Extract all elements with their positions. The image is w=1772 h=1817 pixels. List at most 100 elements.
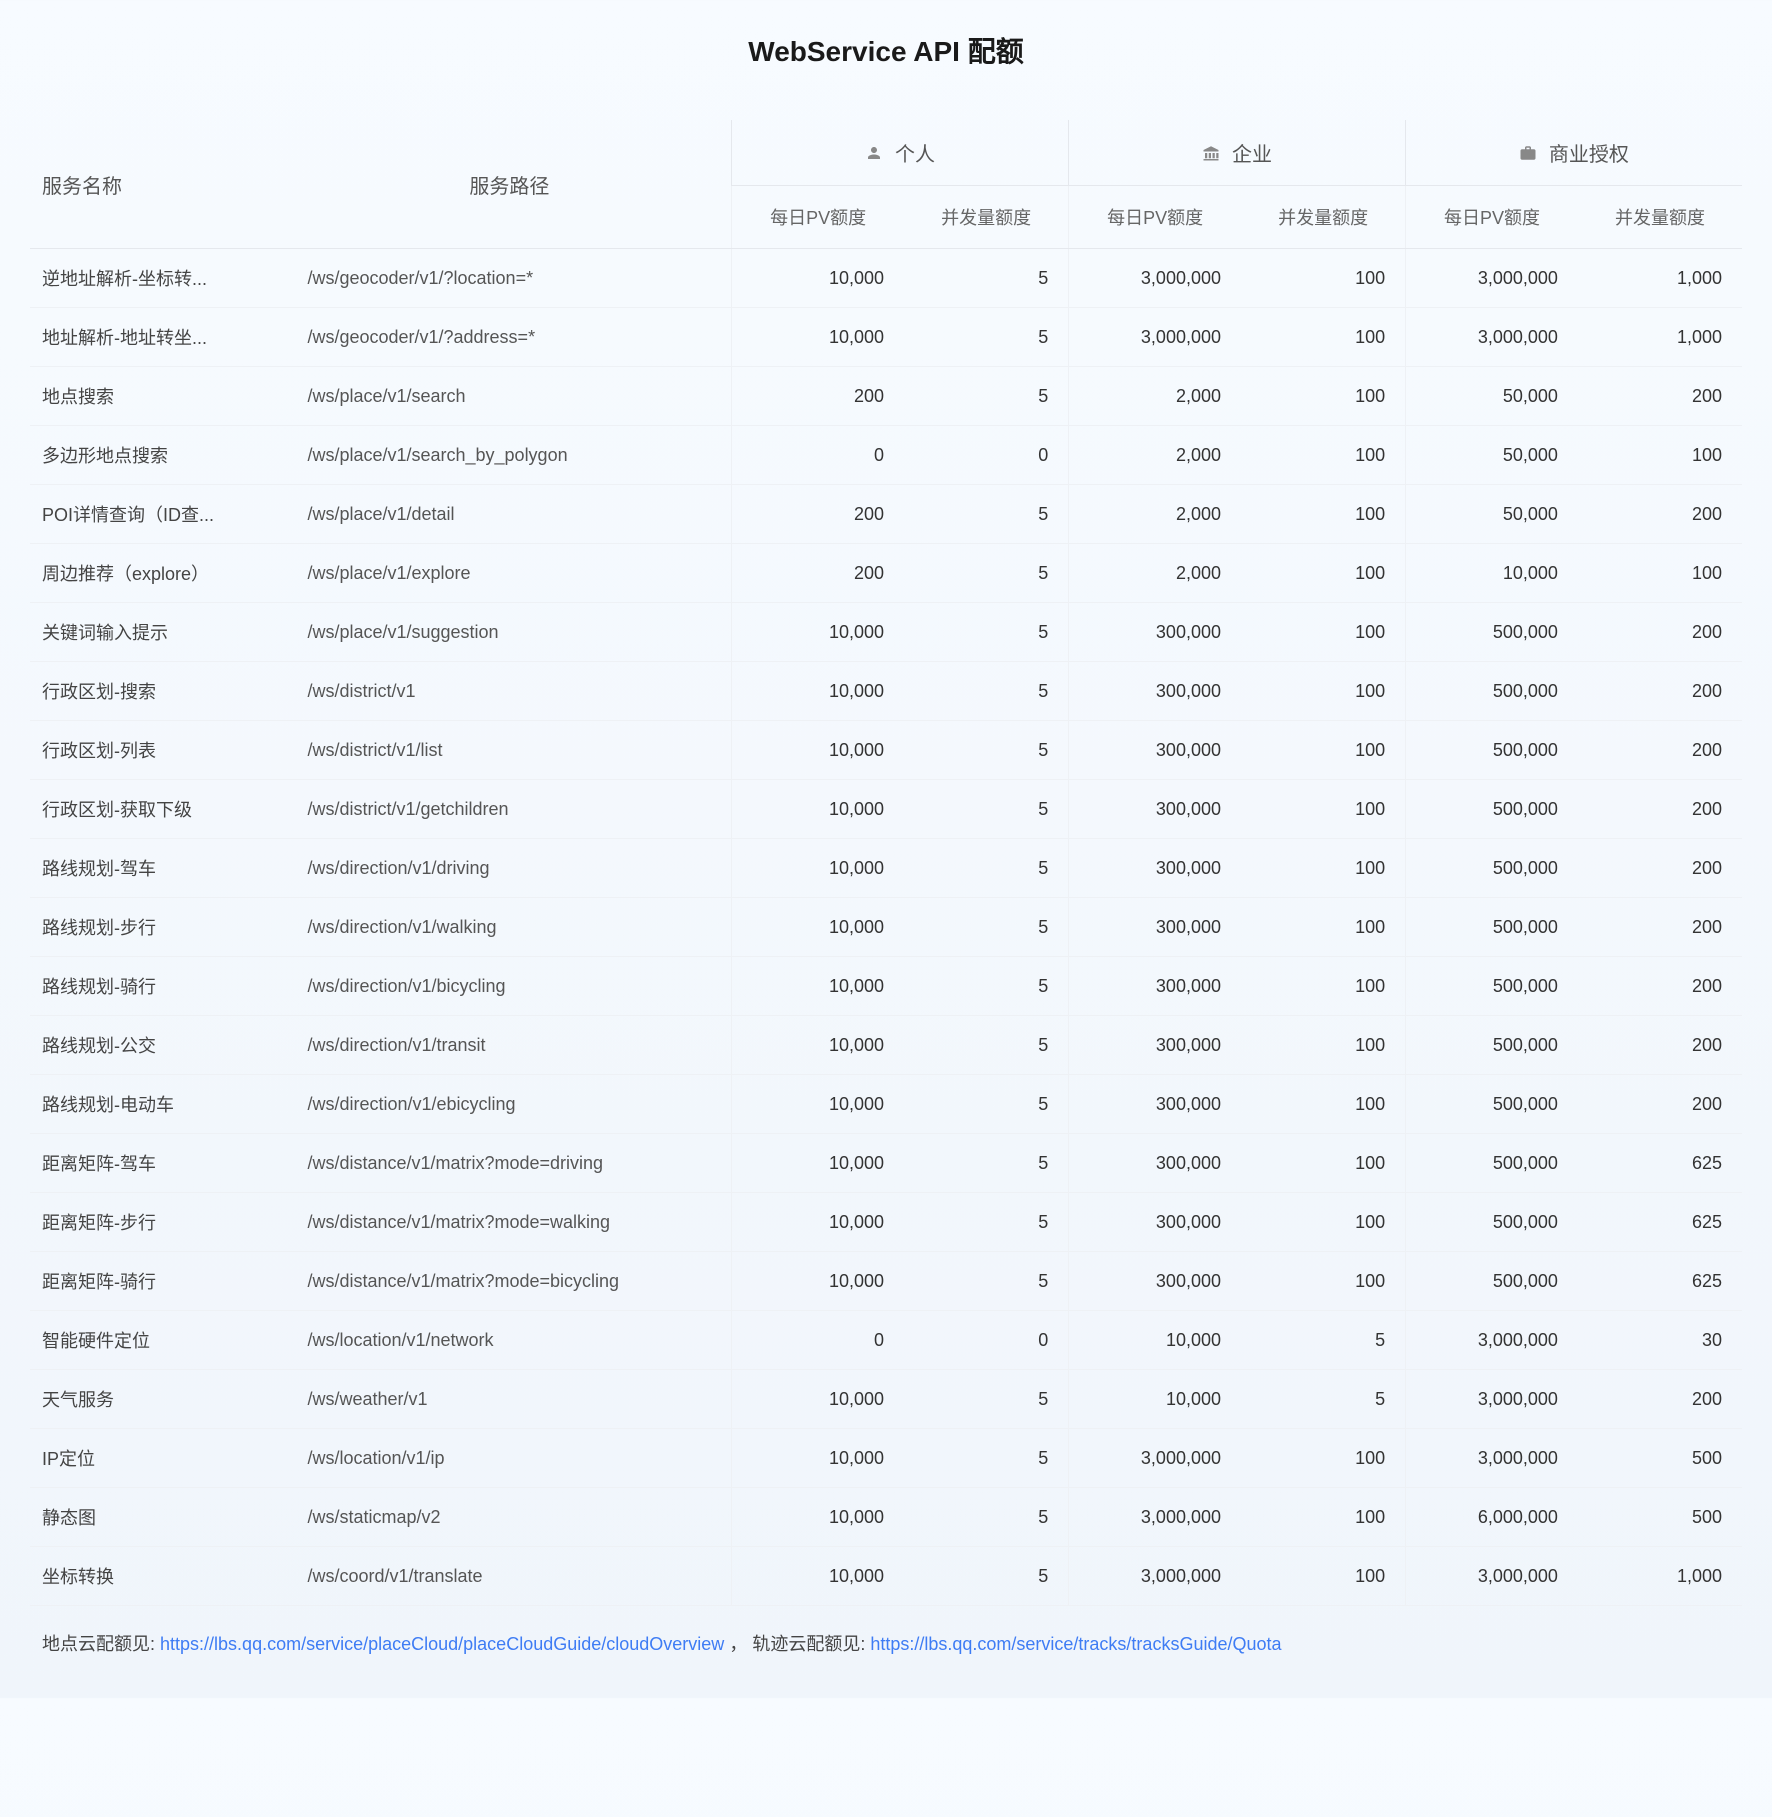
cell-quota-value: 5	[904, 1075, 1069, 1134]
cell-quota-value: 50,000	[1406, 426, 1578, 485]
cell-quota-value: 100	[1241, 308, 1406, 367]
cell-service-name: 路线规划-电动车	[30, 1075, 287, 1134]
cell-quota-value: 5	[904, 1370, 1069, 1429]
cell-quota-value: 10,000	[732, 1252, 904, 1311]
cell-quota-value: 300,000	[1069, 1016, 1241, 1075]
cell-quota-value: 100	[1241, 957, 1406, 1016]
subheader-concurrent-2: 并发量额度	[1578, 186, 1742, 249]
cell-quota-value: 0	[904, 1311, 1069, 1370]
cell-quota-value: 200	[1578, 603, 1742, 662]
cell-quota-value: 300,000	[1069, 603, 1241, 662]
cell-quota-value: 5	[1241, 1311, 1406, 1370]
cell-quota-value: 3,000,000	[1406, 308, 1578, 367]
cell-quota-value: 5	[904, 780, 1069, 839]
cell-service-path: /ws/district/v1/getchildren	[287, 780, 731, 839]
subheader-pv-1: 每日PV额度	[1069, 186, 1241, 249]
table-row: 地址解析-地址转坐.../ws/geocoder/v1/?address=*10…	[30, 308, 1742, 367]
cell-quota-value: 10,000	[1069, 1311, 1241, 1370]
cell-quota-value: 200	[1578, 1016, 1742, 1075]
cell-quota-value: 200	[1578, 898, 1742, 957]
cell-quota-value: 10,000	[732, 308, 904, 367]
cell-quota-value: 200	[1578, 1370, 1742, 1429]
cell-service-name: 行政区划-搜索	[30, 662, 287, 721]
cell-quota-value: 500,000	[1406, 603, 1578, 662]
cell-service-path: /ws/distance/v1/matrix?mode=walking	[287, 1193, 731, 1252]
cell-quota-value: 100	[1241, 662, 1406, 721]
table-body: 逆地址解析-坐标转.../ws/geocoder/v1/?location=*1…	[30, 249, 1742, 1606]
cell-service-name: 静态图	[30, 1488, 287, 1547]
cell-service-name: 智能硬件定位	[30, 1311, 287, 1370]
cell-quota-value: 100	[1241, 249, 1406, 308]
header-group-commercial-label: 商业授权	[1549, 144, 1629, 166]
header-group-personal: 个人	[732, 120, 1069, 186]
cell-quota-value: 10,000	[732, 1075, 904, 1134]
table-row: 地点搜索/ws/place/v1/search20052,00010050,00…	[30, 367, 1742, 426]
subheader-concurrent-0: 并发量额度	[904, 186, 1069, 249]
table-row: 路线规划-骑行/ws/direction/v1/bicycling10,0005…	[30, 957, 1742, 1016]
footer-note: 地点云配额见: https://lbs.qq.com/service/place…	[30, 1606, 1742, 1668]
cell-quota-value: 3,000,000	[1069, 1429, 1241, 1488]
cell-quota-value: 500,000	[1406, 1016, 1578, 1075]
cell-quota-value: 5	[904, 662, 1069, 721]
cell-quota-value: 5	[904, 721, 1069, 780]
subheader-pv-0: 每日PV额度	[732, 186, 904, 249]
cell-quota-value: 10,000	[1406, 544, 1578, 603]
cell-quota-value: 5	[904, 1252, 1069, 1311]
cell-quota-value: 10,000	[732, 1134, 904, 1193]
header-service-name: 服务名称	[30, 120, 287, 249]
cell-quota-value: 5	[904, 603, 1069, 662]
cell-service-path: /ws/direction/v1/bicycling	[287, 957, 731, 1016]
cell-quota-value: 200	[732, 544, 904, 603]
cell-service-path: /ws/direction/v1/driving	[287, 839, 731, 898]
table-row: 行政区划-搜索/ws/district/v110,0005300,0001005…	[30, 662, 1742, 721]
cell-quota-value: 100	[1241, 603, 1406, 662]
table-row: 路线规划-步行/ws/direction/v1/walking10,000530…	[30, 898, 1742, 957]
cell-quota-value: 300,000	[1069, 957, 1241, 1016]
cell-quota-value: 200	[1578, 721, 1742, 780]
cell-quota-value: 300,000	[1069, 662, 1241, 721]
cell-service-name: 逆地址解析-坐标转...	[30, 249, 287, 308]
cell-quota-value: 0	[732, 1311, 904, 1370]
cell-quota-value: 10,000	[732, 780, 904, 839]
cell-quota-value: 10,000	[732, 957, 904, 1016]
cell-quota-value: 100	[1241, 780, 1406, 839]
cell-quota-value: 625	[1578, 1193, 1742, 1252]
cell-quota-value: 3,000,000	[1406, 1429, 1578, 1488]
table-row: IP定位/ws/location/v1/ip10,00053,000,00010…	[30, 1429, 1742, 1488]
footer-link-2[interactable]: https://lbs.qq.com/service/tracks/tracks…	[870, 1634, 1281, 1654]
table-row: 路线规划-公交/ws/direction/v1/transit10,000530…	[30, 1016, 1742, 1075]
cell-service-name: 天气服务	[30, 1370, 287, 1429]
cell-quota-value: 10,000	[732, 1016, 904, 1075]
cell-quota-value: 2,000	[1069, 485, 1241, 544]
cell-quota-value: 10,000	[732, 721, 904, 780]
footer-link-1[interactable]: https://lbs.qq.com/service/placeCloud/pl…	[160, 1634, 724, 1654]
subheader-concurrent-1: 并发量额度	[1241, 186, 1406, 249]
cell-service-name: 行政区划-获取下级	[30, 780, 287, 839]
cell-quota-value: 200	[732, 367, 904, 426]
cell-service-name: 路线规划-骑行	[30, 957, 287, 1016]
cell-quota-value: 100	[1241, 721, 1406, 780]
footer-label-1: 地点云配额见:	[42, 1634, 160, 1654]
cell-service-name: 路线规划-步行	[30, 898, 287, 957]
cell-quota-value: 100	[1241, 367, 1406, 426]
cell-quota-value: 10,000	[732, 1370, 904, 1429]
cell-quota-value: 5	[904, 1134, 1069, 1193]
cell-quota-value: 300,000	[1069, 1193, 1241, 1252]
cell-quota-value: 5	[904, 1547, 1069, 1606]
cell-quota-value: 200	[1578, 662, 1742, 721]
cell-quota-value: 500,000	[1406, 662, 1578, 721]
cell-quota-value: 200	[1578, 485, 1742, 544]
cell-service-path: /ws/geocoder/v1/?location=*	[287, 249, 731, 308]
cell-quota-value: 0	[732, 426, 904, 485]
cell-quota-value: 10,000	[732, 1488, 904, 1547]
cell-quota-value: 3,000,000	[1069, 1547, 1241, 1606]
cell-service-path: /ws/weather/v1	[287, 1370, 731, 1429]
cell-quota-value: 10,000	[732, 249, 904, 308]
cell-quota-value: 100	[1241, 1488, 1406, 1547]
cell-quota-value: 1,000	[1578, 1547, 1742, 1606]
cell-service-name: 地址解析-地址转坐...	[30, 308, 287, 367]
cell-quota-value: 1,000	[1578, 308, 1742, 367]
table-row: 坐标转换/ws/coord/v1/translate10,00053,000,0…	[30, 1547, 1742, 1606]
cell-quota-value: 100	[1241, 1252, 1406, 1311]
cell-quota-value: 100	[1241, 1429, 1406, 1488]
